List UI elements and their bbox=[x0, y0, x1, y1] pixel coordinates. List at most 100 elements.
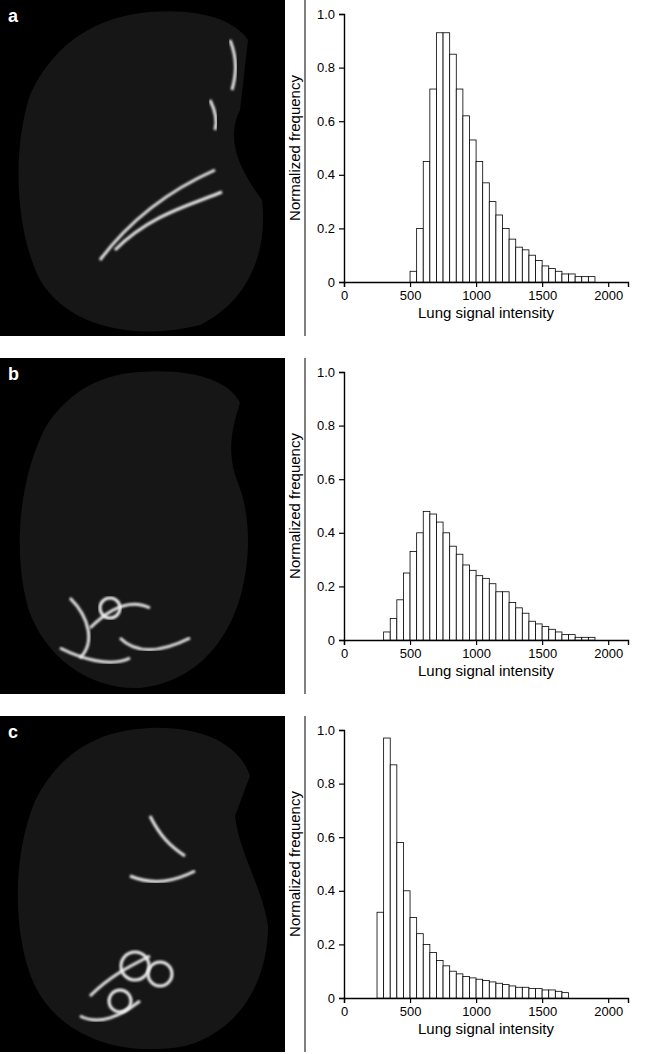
y-axis-line bbox=[339, 373, 345, 641]
histogram-bar bbox=[489, 584, 496, 640]
x-tick-label: 1000 bbox=[462, 1004, 491, 1019]
histogram-bar bbox=[463, 116, 470, 282]
histogram-bar bbox=[522, 987, 529, 998]
histogram-bar bbox=[423, 511, 430, 640]
x-axis: 0500100015002000 bbox=[341, 998, 629, 1019]
y-tick-label: 0.4 bbox=[317, 883, 335, 898]
x-tick: 2000 bbox=[594, 282, 623, 303]
x-tick: 1500 bbox=[528, 998, 557, 1019]
x-axis-title: Lung signal intensity bbox=[418, 1020, 554, 1037]
histogram-bar bbox=[476, 161, 483, 282]
x-tick-label: 500 bbox=[400, 288, 422, 303]
y-tick: 0.2 bbox=[317, 221, 344, 236]
y-axis-title: Normalized frequency bbox=[286, 791, 303, 937]
y-tick-mark bbox=[339, 14, 344, 15]
y-axis-title: Normalized frequency bbox=[286, 75, 303, 221]
y-tick: 0.2 bbox=[317, 579, 344, 594]
histogram-bar bbox=[569, 274, 576, 282]
x-tick: 0 bbox=[341, 998, 348, 1019]
mri-image bbox=[0, 358, 285, 694]
airway bbox=[109, 990, 131, 1012]
histogram-bar bbox=[443, 966, 450, 998]
histogram-bar bbox=[522, 250, 529, 282]
y-tick-label: 0 bbox=[328, 275, 335, 290]
histogram-bar bbox=[436, 960, 443, 998]
x-axis-title: Lung signal intensity bbox=[418, 662, 554, 679]
y-tick-mark bbox=[339, 783, 344, 784]
histogram-bar bbox=[496, 215, 503, 282]
histogram-bar bbox=[450, 54, 457, 282]
histogram-bar bbox=[516, 247, 523, 282]
panel: c050010001500200000.20.40.60.81.0Lung si… bbox=[0, 716, 629, 1052]
x-tick-label: 2000 bbox=[594, 646, 623, 661]
x-axis-line bbox=[345, 283, 629, 288]
histogram-bar bbox=[588, 277, 595, 282]
y-tick-mark bbox=[339, 998, 344, 999]
histogram-bar bbox=[549, 990, 556, 998]
y-tick-label: 0.4 bbox=[317, 525, 335, 540]
histogram-bar bbox=[417, 228, 424, 282]
histogram-bar bbox=[555, 991, 562, 998]
histogram-bar bbox=[509, 986, 516, 998]
y-axis: 00.20.40.60.81.0 bbox=[317, 723, 345, 1006]
x-tick: 0 bbox=[341, 640, 348, 661]
y-tick-label: 0.4 bbox=[317, 167, 335, 182]
y-axis-line bbox=[339, 15, 345, 283]
x-tick-mark bbox=[410, 282, 411, 287]
histogram-bar bbox=[542, 266, 549, 282]
x-tick: 2000 bbox=[594, 640, 623, 661]
figure: a050010001500200000.20.40.60.81.0Lung si… bbox=[0, 0, 649, 1054]
image-background bbox=[0, 0, 285, 336]
histogram-bar bbox=[430, 514, 437, 640]
x-tick-label: 2000 bbox=[594, 288, 623, 303]
y-tick-label: 0.6 bbox=[317, 472, 335, 487]
y-tick: 0.6 bbox=[317, 472, 344, 487]
histogram-bar bbox=[542, 990, 549, 998]
histogram-bar bbox=[489, 202, 496, 282]
y-tick-label: 0.2 bbox=[317, 937, 335, 952]
x-tick: 1500 bbox=[528, 282, 557, 303]
y-tick: 1.0 bbox=[317, 365, 344, 380]
image-background bbox=[0, 716, 285, 1052]
histogram-bar bbox=[397, 843, 404, 998]
y-tick: 1.0 bbox=[317, 7, 344, 22]
y-tick-label: 0.2 bbox=[317, 221, 335, 236]
histogram-bar bbox=[430, 89, 437, 282]
panel-label: c bbox=[8, 722, 18, 742]
y-tick: 0.6 bbox=[317, 114, 344, 129]
x-tick-mark bbox=[476, 998, 477, 1003]
histogram-bar bbox=[390, 619, 397, 640]
y-tick: 0.4 bbox=[317, 167, 344, 182]
x-tick: 500 bbox=[400, 640, 422, 661]
histogram-bar bbox=[503, 228, 510, 282]
histogram-bar bbox=[588, 637, 595, 640]
y-tick-mark bbox=[339, 640, 344, 641]
histogram-bar bbox=[582, 277, 589, 282]
x-tick-mark bbox=[410, 998, 411, 1003]
x-axis-title: Lung signal intensity bbox=[418, 304, 554, 321]
y-tick-mark bbox=[339, 837, 344, 838]
histogram-bar bbox=[575, 277, 582, 282]
histogram-bar bbox=[463, 977, 470, 998]
histogram-bar bbox=[562, 635, 569, 640]
y-tick-mark bbox=[339, 175, 344, 176]
x-tick: 2000 bbox=[594, 998, 623, 1019]
histogram-bar bbox=[555, 271, 562, 282]
bars bbox=[384, 511, 595, 640]
histogram-bar bbox=[417, 934, 424, 998]
histogram-bar bbox=[377, 912, 384, 998]
histogram-bar bbox=[469, 570, 476, 640]
panel-label: a bbox=[8, 6, 19, 26]
bars bbox=[410, 33, 595, 282]
vessel bbox=[210, 100, 216, 130]
histogram-bar bbox=[569, 635, 576, 640]
histogram-bar bbox=[423, 944, 430, 998]
histogram-bar bbox=[423, 161, 430, 282]
x-tick-label: 1500 bbox=[528, 646, 557, 661]
y-tick-label: 0 bbox=[328, 991, 335, 1006]
divider bbox=[305, 358, 306, 694]
y-tick: 0.2 bbox=[317, 937, 344, 952]
histogram-bar bbox=[483, 183, 490, 282]
airway bbox=[121, 952, 149, 980]
x-axis: 0500100015002000 bbox=[341, 640, 629, 661]
